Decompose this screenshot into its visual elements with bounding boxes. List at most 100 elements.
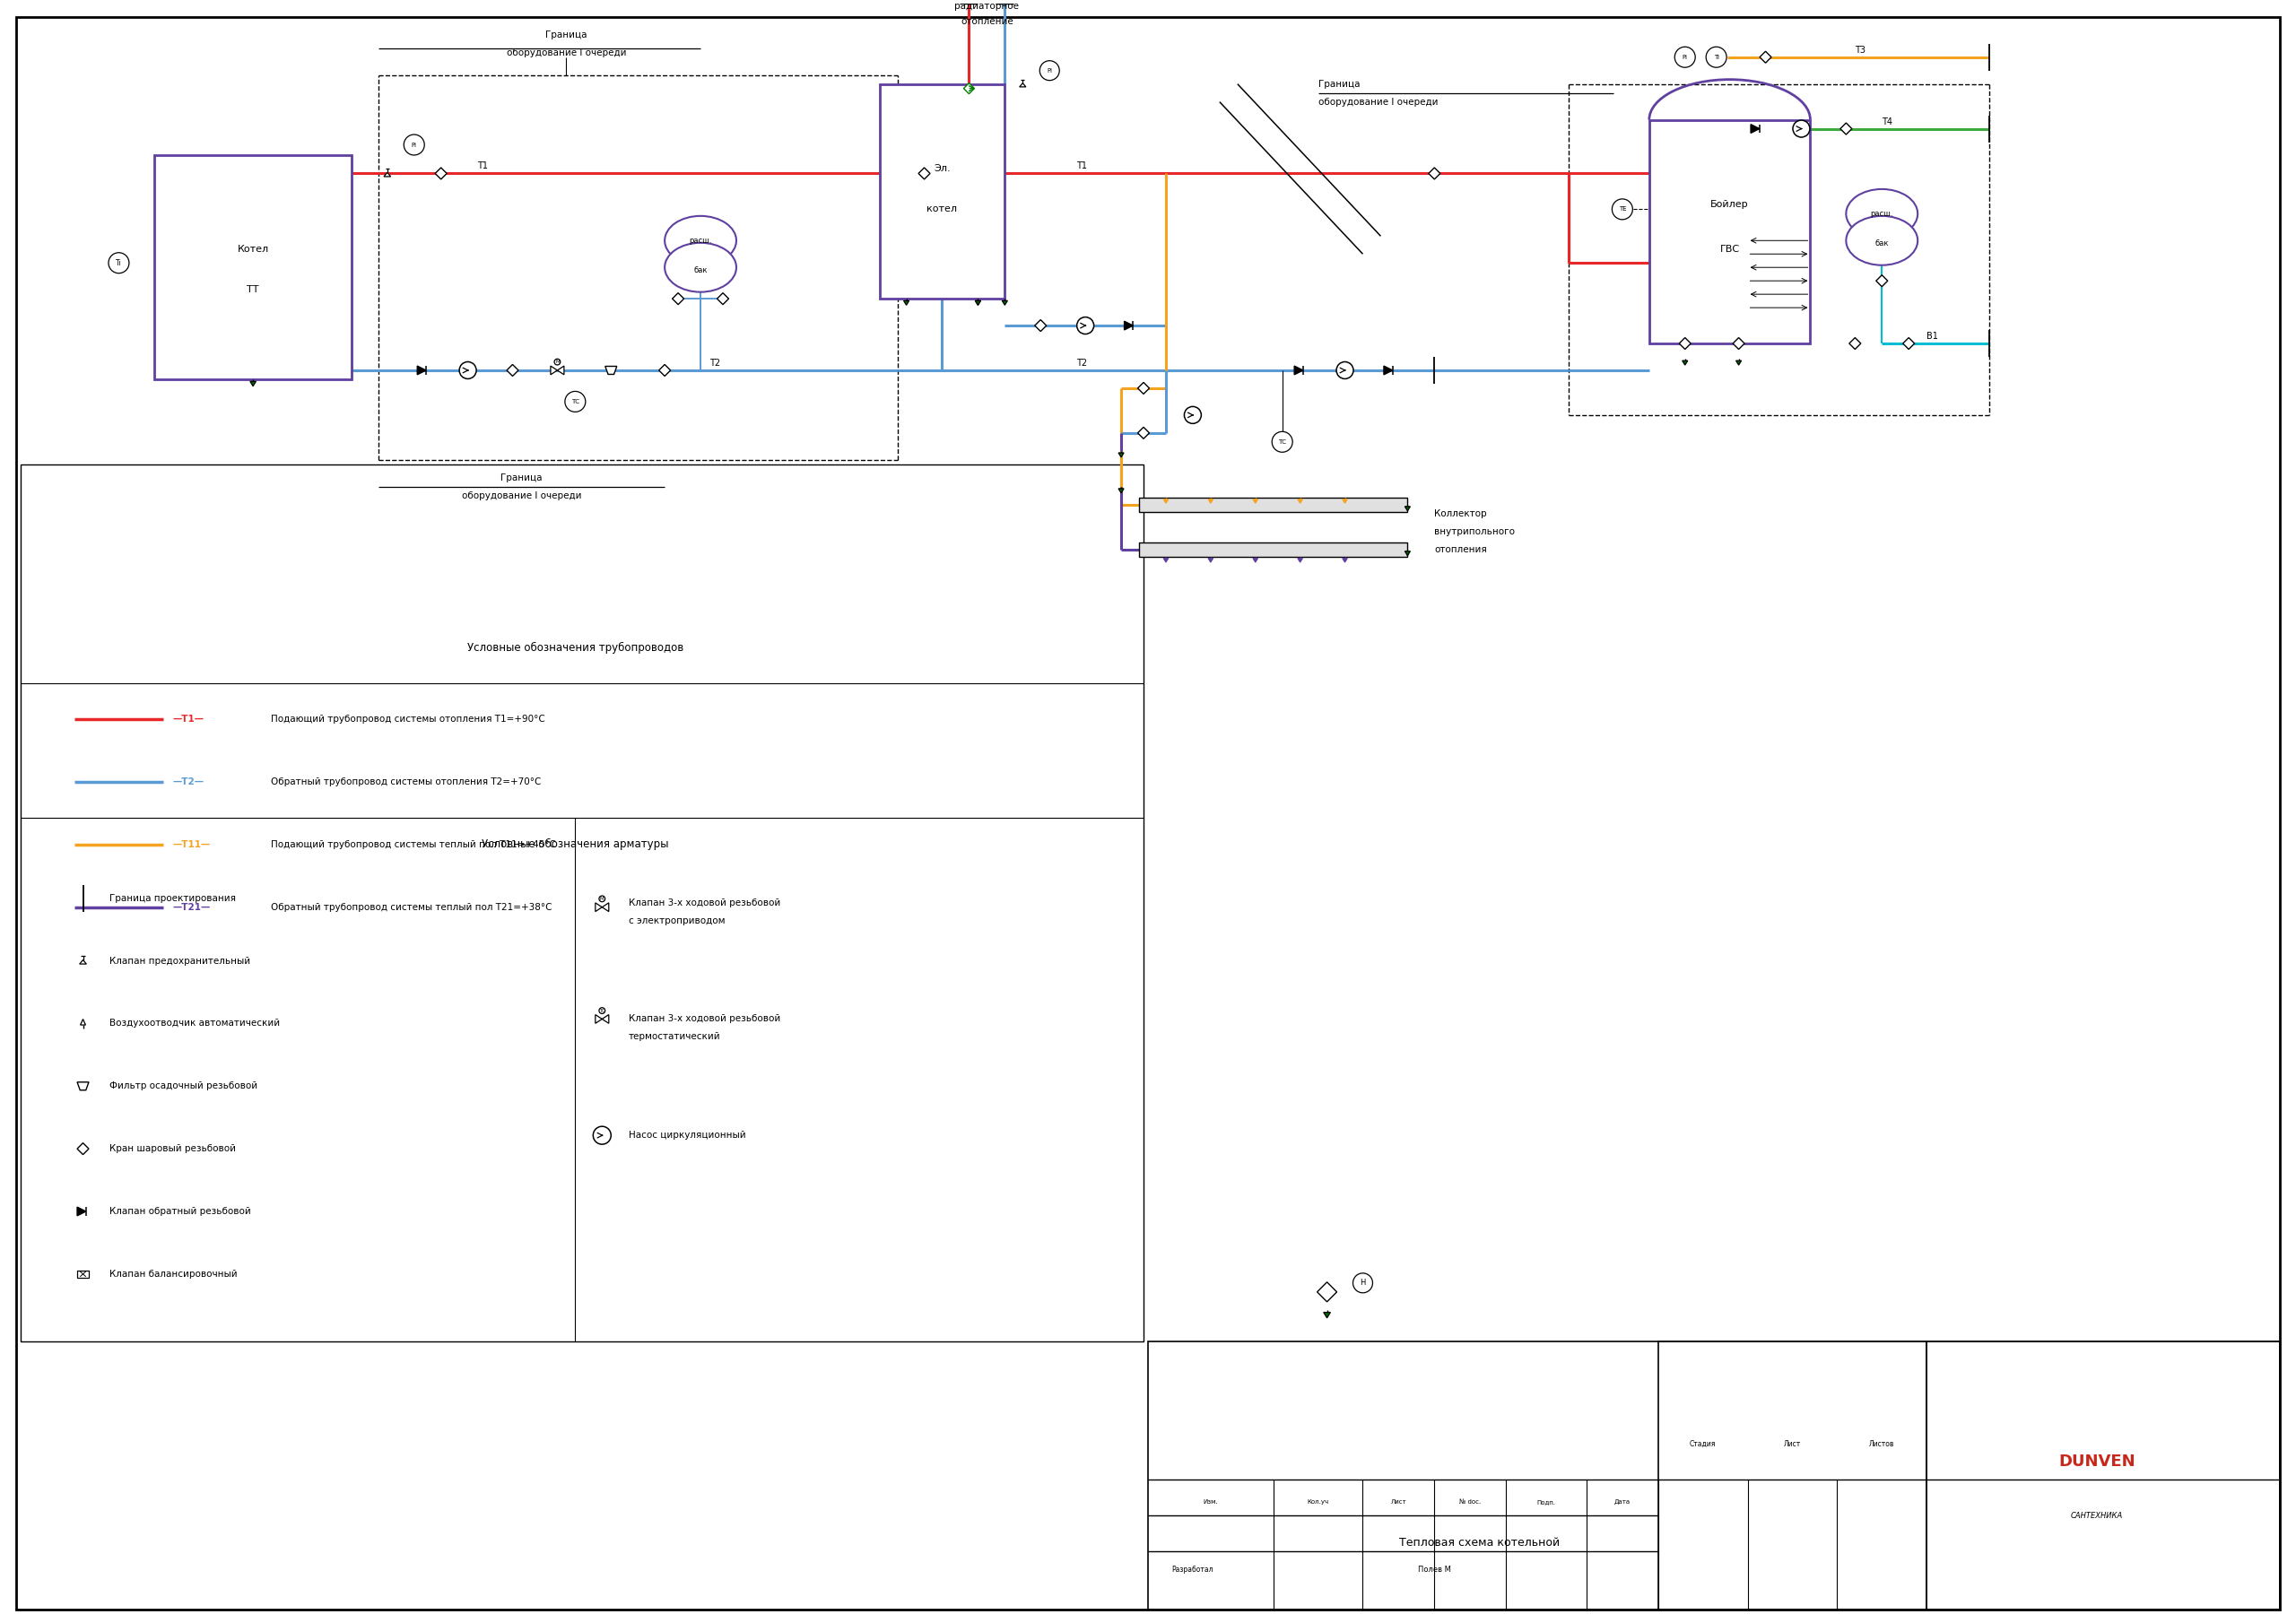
Polygon shape — [1752, 125, 1759, 133]
Text: оборудование I очереди: оборудование I очереди — [461, 492, 581, 500]
Polygon shape — [602, 1014, 608, 1024]
Polygon shape — [1254, 500, 1258, 503]
Bar — [154, 156, 351, 380]
Text: радиаторное: радиаторное — [955, 2, 1019, 11]
Text: Т2: Т2 — [709, 359, 721, 368]
Circle shape — [1793, 120, 1809, 138]
Polygon shape — [964, 83, 974, 94]
Text: Обратный трубопровод системы теплый пол Т21=+38°С: Обратный трубопровод системы теплый пол … — [271, 902, 551, 912]
Text: DUNVEN: DUNVEN — [2057, 1454, 2135, 1470]
Bar — [21, 464, 1143, 1341]
Polygon shape — [78, 1208, 85, 1216]
Polygon shape — [78, 1083, 90, 1091]
Polygon shape — [1876, 274, 1887, 287]
Text: расш.: расш. — [689, 237, 712, 245]
Circle shape — [459, 362, 475, 378]
Bar — [1658, 1341, 1926, 1610]
Polygon shape — [1759, 52, 1770, 63]
Text: Фильтр осадочный резьбовой: Фильтр осадочный резьбовой — [110, 1081, 257, 1091]
Text: котел: котел — [928, 204, 957, 214]
Polygon shape — [80, 1019, 85, 1026]
Text: Подающий трубопровод системы отопления Т1=+90°С: Подающий трубопровод системы отопления Т… — [271, 714, 544, 724]
Text: отопления: отопления — [1435, 545, 1488, 553]
Polygon shape — [1164, 558, 1169, 562]
Text: —Т11—: —Т11— — [172, 841, 211, 849]
Bar — [1139, 497, 1407, 511]
Circle shape — [1612, 200, 1632, 219]
Text: Pi: Pi — [411, 143, 418, 148]
Polygon shape — [78, 1143, 90, 1154]
Polygon shape — [1297, 558, 1302, 562]
Polygon shape — [1318, 1282, 1336, 1302]
Circle shape — [108, 253, 129, 273]
Text: —Т21—: —Т21— — [172, 902, 211, 912]
Text: Лист: Лист — [1391, 1500, 1407, 1505]
Text: оборудование I очереди: оборудование I очереди — [1318, 97, 1437, 107]
Bar — [1148, 1341, 2280, 1610]
Polygon shape — [1322, 1313, 1329, 1318]
Polygon shape — [1841, 123, 1853, 135]
Ellipse shape — [666, 243, 737, 292]
Text: Т4: Т4 — [1883, 117, 1892, 127]
Text: Т3: Т3 — [1855, 45, 1867, 55]
Text: № doc.: № doc. — [1460, 1500, 1481, 1505]
Text: H: H — [1359, 1279, 1366, 1287]
Text: —Т2—: —Т2— — [172, 777, 204, 787]
Text: Эл.: Эл. — [934, 164, 951, 174]
Text: Клапан балансировочный: Клапан балансировочный — [110, 1269, 239, 1279]
Polygon shape — [1208, 558, 1212, 562]
Polygon shape — [1733, 338, 1745, 349]
Text: отопление: отопление — [960, 16, 1013, 26]
Bar — [1649, 120, 1809, 344]
Polygon shape — [673, 292, 684, 305]
Polygon shape — [418, 365, 427, 375]
Text: Клапан 3-х ходовой резьбовой: Клапан 3-х ходовой резьбовой — [629, 898, 781, 907]
Polygon shape — [1001, 300, 1008, 305]
Text: Условные обозначения трубопроводов: Условные обозначения трубопроводов — [466, 641, 684, 654]
Circle shape — [1336, 362, 1352, 378]
Text: M: M — [556, 360, 560, 364]
Polygon shape — [558, 365, 565, 375]
Polygon shape — [595, 1014, 602, 1024]
Polygon shape — [436, 167, 448, 179]
Polygon shape — [1428, 167, 1440, 179]
Polygon shape — [606, 367, 618, 375]
Text: Кол.уч: Кол.уч — [1306, 1500, 1329, 1505]
Polygon shape — [1903, 338, 1915, 349]
Polygon shape — [659, 365, 670, 377]
Polygon shape — [1164, 500, 1169, 503]
Polygon shape — [1343, 558, 1348, 562]
Text: ТЕ: ТЕ — [1619, 206, 1626, 213]
Text: M: M — [599, 896, 604, 901]
Circle shape — [404, 135, 425, 156]
Bar — [879, 84, 1006, 299]
Polygon shape — [1405, 552, 1410, 555]
Text: Условные обозначения арматуры: Условные обозначения арматуры — [482, 839, 668, 850]
Polygon shape — [1405, 506, 1410, 511]
Ellipse shape — [1846, 216, 1917, 265]
Text: Граница: Граница — [1318, 80, 1359, 89]
Polygon shape — [905, 300, 909, 305]
Text: Кран шаровый резьбовой: Кран шаровый резьбовой — [110, 1144, 236, 1154]
Text: ТС: ТС — [1279, 440, 1286, 445]
Text: ГВС: ГВС — [1720, 245, 1740, 253]
Polygon shape — [1125, 321, 1132, 329]
Polygon shape — [1678, 338, 1690, 349]
Polygon shape — [1118, 489, 1123, 493]
Text: термостатический: термостатический — [629, 1032, 721, 1042]
Polygon shape — [1343, 500, 1348, 503]
Polygon shape — [976, 300, 980, 305]
Text: бак: бак — [693, 266, 707, 274]
Polygon shape — [1139, 383, 1150, 394]
Text: ТС: ТС — [572, 399, 579, 404]
Text: Котел: Котел — [236, 245, 269, 253]
Text: Pi: Pi — [1683, 55, 1688, 60]
Polygon shape — [602, 902, 608, 912]
Text: —Т1—: —Т1— — [172, 714, 204, 724]
Text: с электроприводом: с электроприводом — [629, 915, 726, 925]
Bar — [1926, 1341, 2280, 1610]
Ellipse shape — [1846, 190, 1917, 239]
Polygon shape — [1295, 365, 1304, 375]
Text: Клапан обратный резьбовой: Клапан обратный резьбовой — [110, 1208, 250, 1216]
Polygon shape — [80, 959, 87, 964]
